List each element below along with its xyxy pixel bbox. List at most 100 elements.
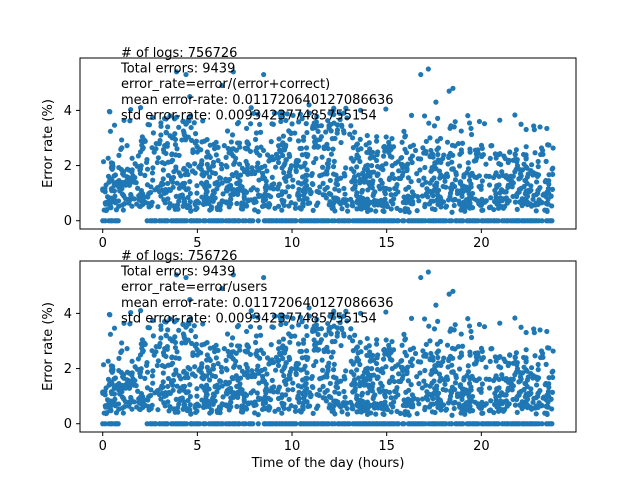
scatter-point [354,403,360,409]
scatter-point [402,349,408,355]
scatter-point [538,348,545,354]
scatter-point [359,392,365,398]
scatter-point [264,152,271,158]
scatter-point [455,140,461,147]
scatter-point [300,203,306,209]
scatter-point [280,349,286,356]
scatter-point [335,379,341,385]
scatter-point [388,198,394,204]
scatter-point [486,182,493,188]
scatter-point [544,125,550,132]
scatter-points [100,66,556,224]
scatter-point [218,364,224,370]
scatter-point [318,337,325,343]
scatter-point [275,389,281,395]
scatter-point [213,139,219,145]
scatter-point [120,382,126,389]
scatter-point [215,144,221,151]
scatter-point [238,390,245,396]
scatter-point [465,113,471,119]
scatter-point [252,136,259,143]
scatter-point [290,380,296,386]
x-tick-label: 10 [284,236,301,251]
scatter-point [416,198,422,204]
scatter-point [297,145,303,152]
scatter-point [174,146,180,152]
y-tick-label: 2 [64,159,72,174]
scatter-point [337,313,343,320]
scatter-point [396,168,402,174]
scatter-point [388,192,394,198]
scatter-point [345,208,351,214]
scatter-point [523,144,529,150]
scatter-point [116,355,122,361]
scatter-point [137,373,144,380]
scatter-point [375,374,381,380]
scatter-point [495,218,502,224]
scatter-point [443,407,449,413]
scatter-point [352,332,358,338]
scatter-point [449,209,455,215]
scatter-point [149,317,156,324]
scatter-point [447,393,454,399]
scatter-point [293,168,299,175]
scatter-point [244,369,250,375]
scatter-point [276,384,283,390]
scatter-point [271,384,277,390]
scatter-point [313,322,319,328]
scatter-point [469,373,475,379]
scatter-point [427,383,433,389]
scatter-point [405,409,411,415]
scatter-point [347,334,353,340]
scatter-point [330,349,336,355]
scatter-point [400,368,406,374]
scatter-point [422,407,428,413]
scatter-point [335,176,341,182]
scatter-point [284,314,290,320]
scatter-point [403,401,409,407]
scatter-point [314,391,320,398]
scatter-point [416,381,422,387]
scatter-point [450,166,456,172]
scatter-point [487,155,493,162]
scatter-point [537,124,543,130]
scatter-point [281,378,288,384]
scatter-point [252,410,258,416]
scatter-point [321,192,328,198]
scatter-point [192,170,198,176]
scatter-point [512,315,518,321]
scatter-point [388,395,394,401]
scatter-point [286,396,292,402]
scatter-point [438,398,444,405]
scatter-point [264,371,270,377]
scatter-point [475,350,481,356]
scatter-point [144,166,151,172]
scatter-point [103,182,109,188]
scatter-point [382,191,388,197]
scatter-point [543,361,549,367]
scatter-point [269,324,275,330]
scatter-point [355,375,362,381]
scatter-point [418,71,424,78]
scatter-point [191,323,197,329]
scatter-point [361,369,368,375]
scatter-point [223,381,229,387]
scatter-point [167,390,173,396]
scatter-point [503,172,509,179]
scatter-point [128,396,134,402]
scatter-point [204,384,210,390]
scatter-point [343,165,349,171]
scatter-point [348,123,354,129]
scatter-point [448,123,454,129]
scatter-point [169,354,175,360]
scatter-point [478,142,485,148]
scatter-point [276,181,283,187]
scatter-point [257,324,263,331]
scatter-point [475,147,481,153]
scatter-point [341,128,347,134]
scatter-point [351,176,357,182]
scatter-point [250,421,256,427]
scatter-point [507,149,513,155]
scatter-point [193,402,199,408]
scatter-point [430,193,436,199]
